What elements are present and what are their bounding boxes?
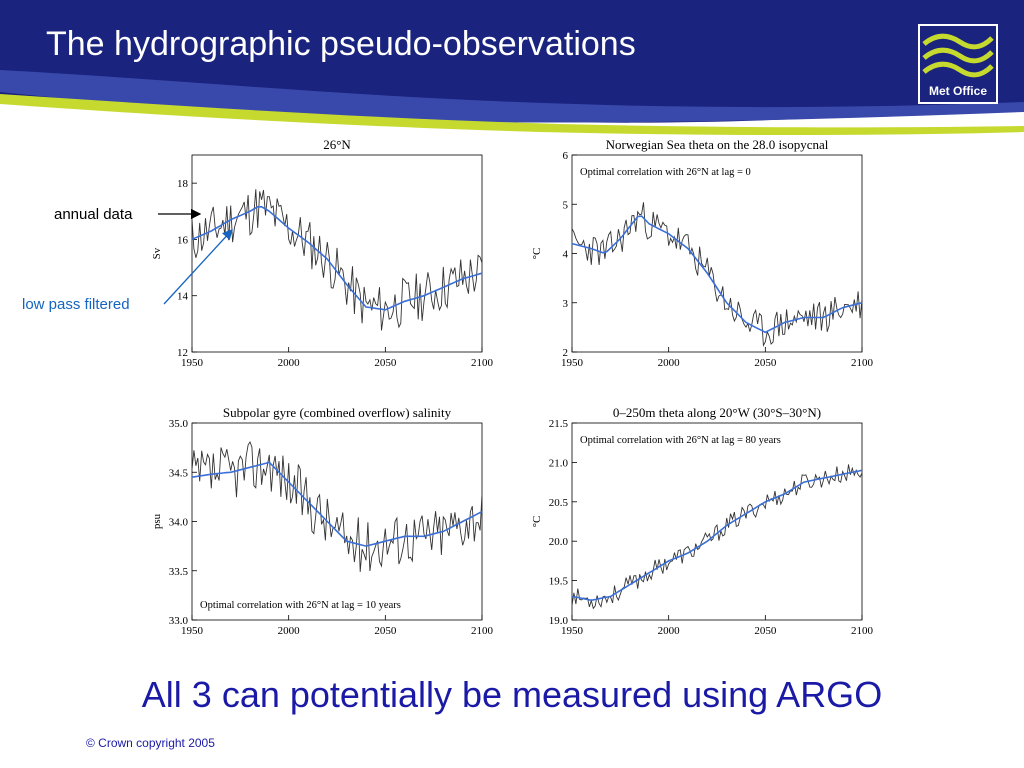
title-banner xyxy=(0,0,1024,135)
x-tick-label: 2100 xyxy=(471,357,494,369)
annual-data-label: annual data xyxy=(54,206,133,223)
x-tick-label: 2100 xyxy=(851,357,874,369)
x-tick-label: 1950 xyxy=(561,357,584,369)
low-pass-filtered-line xyxy=(571,469,863,602)
y-tick-label: 16 xyxy=(177,234,189,246)
x-tick-label: 1950 xyxy=(181,625,204,637)
y-tick-label: 14 xyxy=(177,291,189,303)
x-tick-label: 2050 xyxy=(374,357,397,369)
low-pass-filtered-line xyxy=(191,461,483,547)
logo-text: Met Office xyxy=(928,84,987,98)
chart-norwegian-sea-theta: Norwegian Sea theta on the 28.0 isopycna… xyxy=(531,137,874,369)
y-tick-label: 20.0 xyxy=(549,536,569,548)
plot-frame xyxy=(571,422,863,621)
met-office-waves-icon xyxy=(922,33,994,78)
correlation-note: Optimal correlation with 26°N at lag = 8… xyxy=(580,435,781,446)
y-tick-label: 6 xyxy=(563,150,569,162)
x-tick-label: 2100 xyxy=(471,625,494,637)
y-tick-label: 35.0 xyxy=(169,418,189,430)
copyright-notice: © Crown copyright 2005 xyxy=(86,736,215,750)
chart-title: Norwegian Sea theta on the 28.0 isopycna… xyxy=(606,137,829,152)
chart-subpolar-gyre-salinity: Subpolar gyre (combined overflow) salini… xyxy=(151,405,494,637)
y-axis-label: °C xyxy=(531,516,543,528)
y-tick-label: 5 xyxy=(563,199,569,211)
x-tick-label: 2050 xyxy=(754,625,777,637)
y-tick-label: 2 xyxy=(563,347,569,359)
y-tick-label: 21.5 xyxy=(549,418,569,430)
chart-theta-20w: 0–250m theta along 20°W (30°S–30°N) 1950 2… xyxy=(531,405,874,637)
y-axis-label: Sv xyxy=(151,247,163,259)
chart-title: 0–250m theta along 20°W (30°S–30°N) xyxy=(613,405,821,420)
x-tick-label: 1950 xyxy=(181,357,204,369)
x-tick-label: 2000 xyxy=(278,357,301,369)
chart-title: Subpolar gyre (combined overflow) salini… xyxy=(223,405,452,420)
x-tick-label: 1950 xyxy=(561,625,584,637)
y-tick-label: 34.5 xyxy=(169,467,189,479)
x-tick-label: 2000 xyxy=(658,625,681,637)
met-office-logo[interactable]: Met Office xyxy=(918,24,998,104)
y-tick-label: 33.0 xyxy=(169,615,189,627)
y-axis-label: psu xyxy=(151,513,163,529)
y-tick-label: 20.5 xyxy=(549,497,569,509)
x-tick-label: 2000 xyxy=(658,357,681,369)
annual-data-line xyxy=(191,440,483,572)
y-tick-label: 4 xyxy=(563,249,569,261)
y-tick-label: 33.5 xyxy=(169,566,189,578)
y-tick-label: 34.0 xyxy=(169,517,189,529)
annual-data-line xyxy=(571,464,863,610)
y-tick-label: 12 xyxy=(177,347,188,359)
slide-title: The hydrographic pseudo-observations xyxy=(46,25,636,63)
low-pass-filtered-line xyxy=(191,206,483,311)
low-pass-filtered-line xyxy=(571,215,863,334)
chart-title: 26°N xyxy=(323,137,351,152)
y-tick-label: 18 xyxy=(177,178,189,190)
plot-frame xyxy=(571,154,863,353)
chart-amoc-26n: 26°N 1950 2000 2050 2100 12 14 16 18 Sv xyxy=(151,137,494,369)
x-tick-label: 2050 xyxy=(754,357,777,369)
y-tick-label: 21.0 xyxy=(549,457,569,469)
y-axis-label: °C xyxy=(531,248,543,260)
y-tick-label: 19.0 xyxy=(549,615,569,627)
y-tick-label: 19.5 xyxy=(549,576,569,588)
x-tick-label: 2050 xyxy=(374,625,397,637)
y-tick-label: 3 xyxy=(563,298,569,310)
x-tick-label: 2100 xyxy=(851,625,874,637)
annual-data-line xyxy=(191,189,483,331)
x-tick-label: 2000 xyxy=(278,625,301,637)
argo-statement: All 3 can potentially be measured using … xyxy=(141,674,883,715)
correlation-note: Optimal correlation with 26°N at lag = 0 xyxy=(580,167,751,178)
correlation-note: Optimal correlation with 26°N at lag = 1… xyxy=(200,600,401,611)
low-pass-filtered-label: low pass filtered xyxy=(22,296,130,313)
